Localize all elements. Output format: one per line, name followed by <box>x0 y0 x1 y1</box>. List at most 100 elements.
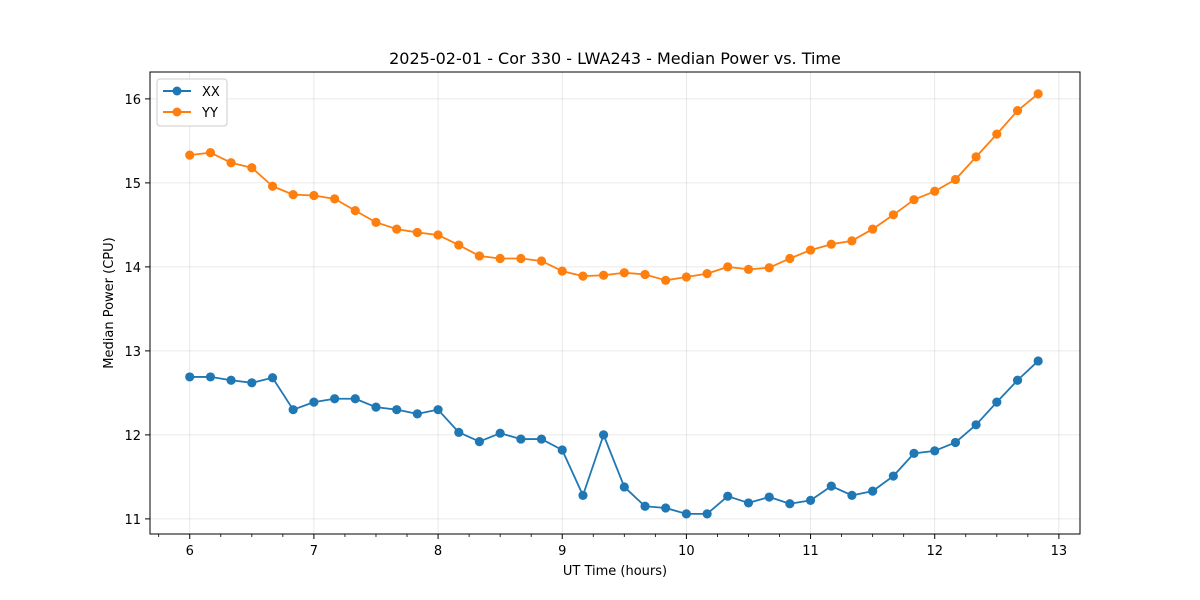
legend-marker-yy <box>172 107 182 117</box>
y-tick-label: 13 <box>124 345 141 360</box>
legend-label-xx: XX <box>202 85 220 100</box>
data-point-yy <box>598 270 609 280</box>
data-point-xx <box>971 420 981 430</box>
x-axis-label: UT Time (hours) <box>563 564 667 579</box>
y-tick-label: 11 <box>124 513 141 528</box>
data-point-yy <box>392 224 402 234</box>
series-line-xx <box>189 360 1039 515</box>
data-point-yy <box>454 240 464 250</box>
data-point-yy <box>681 272 691 282</box>
data-point-yy <box>785 253 795 264</box>
data-point-yy <box>805 245 816 255</box>
data-point-xx <box>868 486 878 496</box>
data-point-yy <box>888 210 898 220</box>
data-point-xx <box>805 495 816 505</box>
data-point-xx <box>847 490 857 500</box>
data-point-xx <box>412 409 422 419</box>
data-point-yy <box>950 174 961 185</box>
data-point-xx <box>350 394 360 404</box>
data-point-yy <box>288 190 298 200</box>
data-point-xx <box>536 434 547 444</box>
data-point-xx <box>930 446 940 456</box>
data-point-yy <box>330 194 340 204</box>
y-tick-label: 16 <box>124 93 141 108</box>
series-layer <box>185 89 1043 519</box>
x-tick-label: 7 <box>310 544 318 559</box>
data-point-yy <box>247 163 257 173</box>
data-point-xx <box>578 490 588 500</box>
data-point-yy <box>267 181 278 191</box>
data-point-yy <box>826 239 836 249</box>
data-point-yy <box>640 269 650 280</box>
x-tick-label: 10 <box>678 544 695 559</box>
data-point-xx <box>288 405 298 415</box>
data-point-xx <box>516 434 526 444</box>
data-point-yy <box>309 190 319 201</box>
data-point-xx <box>185 372 195 382</box>
series-line-yy <box>189 93 1039 282</box>
data-point-xx <box>557 445 567 455</box>
data-point-yy <box>764 263 774 273</box>
data-point-xx <box>474 437 485 447</box>
data-point-yy <box>474 251 485 261</box>
data-point-xx <box>309 397 319 407</box>
data-point-yy <box>205 148 216 158</box>
data-point-xx <box>392 405 402 415</box>
data-point-yy <box>495 253 505 264</box>
x-tick-label: 9 <box>558 544 566 559</box>
data-point-yy <box>743 264 754 274</box>
data-point-xx <box>640 501 650 511</box>
legend: XX YY <box>156 78 228 127</box>
data-point-yy <box>578 271 588 281</box>
data-point-xx <box>743 498 754 508</box>
data-point-yy <box>661 275 671 285</box>
data-point-xx <box>909 448 919 458</box>
data-point-xx <box>826 481 836 491</box>
data-point-xx <box>888 471 898 481</box>
data-point-xx <box>1033 356 1043 366</box>
y-axis-label: Median Power (CPU) <box>102 237 117 368</box>
data-point-yy <box>350 206 360 216</box>
chart-title: 2025-02-01 - Cor 330 - LWA243 - Median P… <box>389 49 841 68</box>
data-point-xx <box>785 499 795 509</box>
data-point-xx <box>992 397 1002 407</box>
x-tick-label: 13 <box>1051 544 1068 559</box>
data-point-xx <box>433 405 443 415</box>
data-point-yy <box>516 253 526 264</box>
data-point-xx <box>371 402 381 412</box>
data-point-yy <box>557 266 567 276</box>
legend-label-yy: YY <box>201 106 218 121</box>
y-tick-label: 15 <box>124 177 141 192</box>
data-point-yy <box>1012 106 1023 116</box>
data-point-yy <box>992 129 1002 139</box>
data-point-yy <box>723 262 733 272</box>
data-point-xx <box>723 491 733 501</box>
legend-marker-xx <box>172 86 182 96</box>
data-point-yy <box>371 217 381 227</box>
x-tick-label: 11 <box>802 544 819 559</box>
data-point-yy <box>412 227 422 238</box>
data-point-yy <box>433 230 443 240</box>
data-point-xx <box>598 430 609 440</box>
data-point-xx <box>226 375 236 385</box>
data-point-yy <box>1033 89 1043 99</box>
y-tick-label: 14 <box>124 261 141 276</box>
data-point-yy <box>702 269 712 279</box>
data-point-xx <box>205 372 216 382</box>
data-point-xx <box>454 427 464 437</box>
data-point-xx <box>267 373 278 383</box>
data-point-yy <box>930 186 940 196</box>
data-point-yy <box>847 236 857 246</box>
x-tick-label: 12 <box>926 544 943 559</box>
data-point-yy <box>226 158 236 168</box>
data-point-yy <box>909 195 919 205</box>
data-point-xx <box>495 428 505 438</box>
data-point-xx <box>247 378 257 388</box>
data-point-xx <box>764 492 774 502</box>
data-point-xx <box>661 503 671 513</box>
data-point-yy <box>971 152 981 162</box>
data-point-xx <box>330 394 340 404</box>
data-point-xx <box>681 509 691 519</box>
data-point-xx <box>950 437 961 448</box>
